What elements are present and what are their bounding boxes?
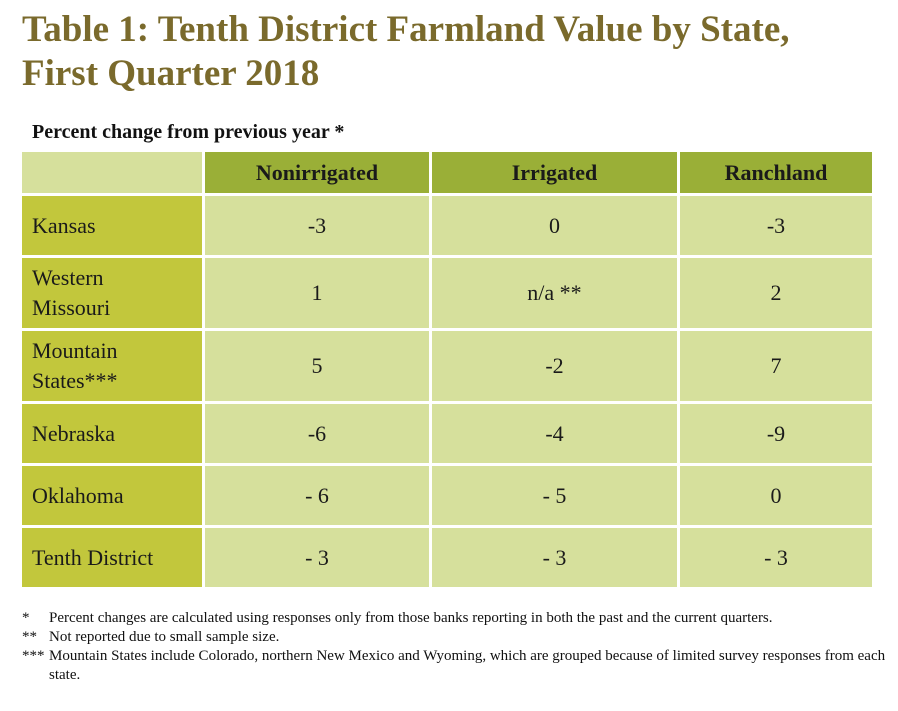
table-cell: -6 xyxy=(205,404,429,463)
table-cell: 0 xyxy=(680,466,872,525)
header-row: Nonirrigated Irrigated Ranchland xyxy=(22,152,872,193)
row-label-line: States*** xyxy=(32,368,118,393)
table-cell: 0 xyxy=(432,196,677,255)
row-label-line: Oklahoma xyxy=(32,482,124,508)
footnote-marker: * xyxy=(22,610,30,626)
table-cell: - 3 xyxy=(205,528,429,587)
table-row: Western Missouri 1 n/a ** 2 xyxy=(22,258,872,328)
footnote-marker: *** xyxy=(22,648,45,664)
table-row: Kansas -3 0 -3 xyxy=(22,196,872,255)
row-label-line: Western xyxy=(32,265,104,290)
column-header: Ranchland xyxy=(680,152,872,193)
title-line-1: Table 1: Tenth District Farmland Value b… xyxy=(22,9,790,50)
row-label: Nebraska xyxy=(22,404,202,463)
row-label: Mountain States*** xyxy=(22,331,202,401)
table-cell: 5 xyxy=(205,331,429,401)
table-row: Tenth District - 3 - 3 - 3 xyxy=(22,528,872,587)
footnotes: * Percent changes are calculated using r… xyxy=(22,609,892,685)
row-label: Kansas xyxy=(22,196,202,255)
footnote-text: Percent changes are calculated using res… xyxy=(49,610,773,626)
footnote: * Percent changes are calculated using r… xyxy=(22,609,892,628)
table-cell: -4 xyxy=(432,404,677,463)
row-label: Western Missouri xyxy=(22,258,202,328)
table-cell: - 5 xyxy=(432,466,677,525)
table-cell: -3 xyxy=(680,196,872,255)
table-cell: - 3 xyxy=(432,528,677,587)
table-row: Mountain States*** 5 -2 7 xyxy=(22,331,872,401)
row-label-line: Nebraska xyxy=(32,420,116,446)
row-label: Oklahoma xyxy=(22,466,202,525)
table-subtitle: Percent change from previous year * xyxy=(32,121,345,143)
row-label-line: Missouri xyxy=(32,295,111,320)
row-label-line: Tenth District xyxy=(32,544,154,570)
table-cell: 2 xyxy=(680,258,872,328)
table-cell: 1 xyxy=(205,258,429,328)
table-cell: -9 xyxy=(680,404,872,463)
row-label: Tenth District xyxy=(22,528,202,587)
table-cell: 7 xyxy=(680,331,872,401)
column-header: Irrigated xyxy=(432,152,677,193)
footnote-text: Mountain States include Colorado, northe… xyxy=(49,648,886,683)
table-row: Nebraska -6 -4 -9 xyxy=(22,404,872,463)
corner-cell xyxy=(22,152,202,193)
table-row: Oklahoma - 6 - 5 0 xyxy=(22,466,872,525)
footnote-marker: ** xyxy=(22,629,37,645)
table-cell: -2 xyxy=(432,331,677,401)
table-cell: -3 xyxy=(205,196,429,255)
row-label-line: Kansas xyxy=(32,212,96,238)
column-header: Nonirrigated xyxy=(205,152,429,193)
footnote-text: Not reported due to small sample size. xyxy=(49,629,280,645)
table-cell: n/a ** xyxy=(432,258,677,328)
table-cell: - 6 xyxy=(205,466,429,525)
footnote: *** Mountain States include Colorado, no… xyxy=(22,647,892,685)
farmland-table: Nonirrigated Irrigated Ranchland Kansas … xyxy=(19,149,875,590)
title-line-2: First Quarter 2018 xyxy=(22,53,320,94)
table-cell: - 3 xyxy=(680,528,872,587)
row-label-line: Mountain xyxy=(32,338,118,363)
page-title: Table 1: Tenth District Farmland Value b… xyxy=(22,8,882,96)
footnote: ** Not reported due to small sample size… xyxy=(22,628,892,647)
